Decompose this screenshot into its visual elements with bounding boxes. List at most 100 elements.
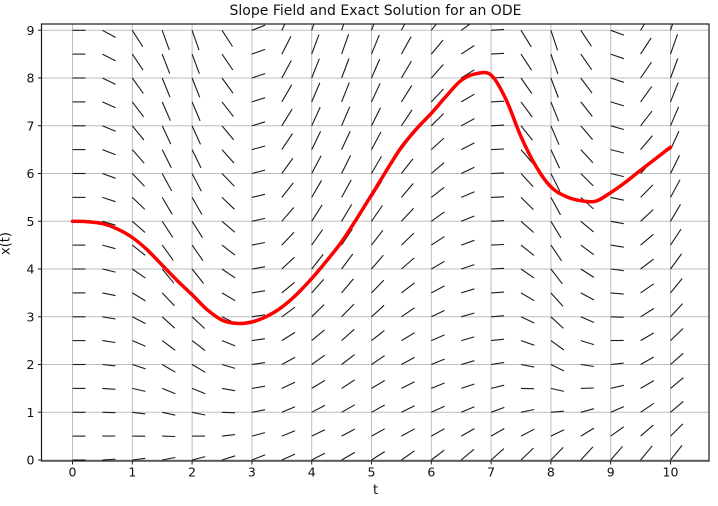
slope-segment <box>251 241 266 246</box>
slope-segment <box>191 387 206 395</box>
slope-segment <box>520 101 533 118</box>
slope-segment <box>131 173 145 187</box>
slope-segment <box>640 86 653 103</box>
slope-segment <box>580 427 595 437</box>
slope-segment <box>221 53 234 71</box>
slope-segment <box>251 432 266 437</box>
y-axis-label: x(t) <box>0 232 14 255</box>
slope-segment <box>221 220 236 233</box>
slope-segment <box>281 133 293 150</box>
slope-segment <box>610 101 625 107</box>
slope-segment <box>371 380 385 389</box>
slope-segment <box>311 254 324 270</box>
slope-segment <box>281 24 286 31</box>
x-tick-label: 6 <box>427 465 435 480</box>
slope-segment <box>311 106 321 127</box>
slope-segment <box>610 362 624 366</box>
slope-segment <box>311 329 325 342</box>
slope-segment <box>640 445 653 461</box>
slope-segment <box>520 244 535 256</box>
slope-segment <box>131 53 144 71</box>
slope-segment <box>251 193 266 198</box>
slope-segment <box>610 172 624 178</box>
x-tick-label: 7 <box>487 465 495 480</box>
slope-segment <box>460 406 475 413</box>
slope-segment <box>550 221 562 239</box>
slope-segment <box>161 77 171 98</box>
slope-segment <box>640 402 655 413</box>
slope-segment <box>311 82 321 103</box>
slope-segment <box>640 283 655 294</box>
slope-segment <box>221 101 234 117</box>
slope-segment <box>131 244 146 256</box>
slope-segment <box>371 229 384 246</box>
slope-segment <box>311 452 326 461</box>
slope-segment <box>669 106 680 127</box>
slope-segment <box>401 356 415 365</box>
slope-segment <box>281 430 296 437</box>
slope-segment <box>491 267 505 270</box>
slope-segment <box>670 204 681 222</box>
slope-segment <box>371 205 383 222</box>
x-tick-label: 8 <box>547 465 555 480</box>
slope-segment <box>520 30 532 48</box>
slope-segment <box>640 356 655 365</box>
slope-segment <box>102 292 116 297</box>
y-tick-label: 4 <box>27 262 35 277</box>
slope-segment <box>550 364 565 372</box>
slope-segment <box>431 310 445 318</box>
slope-segment <box>430 162 445 174</box>
slope-segment <box>281 356 296 365</box>
slope-segment <box>161 53 171 74</box>
slope-segment <box>161 316 176 329</box>
slope-segment <box>102 149 116 156</box>
slope-segment <box>610 445 624 461</box>
slope-segment <box>102 387 116 390</box>
slope-segment <box>460 93 475 103</box>
slope-segment <box>401 282 415 294</box>
slope-segment <box>401 232 415 246</box>
slope-segment <box>431 428 445 437</box>
slope-segment <box>281 207 295 222</box>
slope-segment <box>640 258 654 270</box>
slope-segment <box>102 125 116 132</box>
slope-segment <box>221 149 235 164</box>
slope-segment <box>281 108 293 127</box>
slope-segment <box>221 173 235 187</box>
slope-segment <box>281 84 293 103</box>
slope-segment <box>341 130 351 150</box>
slope-segment <box>520 268 535 279</box>
slope-segment <box>401 405 415 413</box>
slope-segment <box>430 24 437 31</box>
slope-segment <box>370 58 381 79</box>
slope-segment <box>191 340 206 352</box>
slope-segment <box>460 24 472 31</box>
slope-segment <box>431 285 445 294</box>
slope-segment <box>580 77 593 94</box>
slope-segment <box>251 217 266 222</box>
slope-segment <box>131 101 145 118</box>
slope-segment <box>490 428 505 437</box>
slope-segment <box>640 135 653 150</box>
slope-segment <box>161 268 175 284</box>
slope-segment <box>132 457 146 461</box>
slope-segment <box>580 316 595 324</box>
slope-segment <box>491 243 505 246</box>
slope-field-layer <box>72 24 684 461</box>
slope-segment <box>640 37 652 55</box>
slope-segment <box>281 182 294 198</box>
slope-segment <box>371 304 385 318</box>
slope-segment <box>311 24 315 31</box>
slope-segment <box>251 362 266 366</box>
slope-segment <box>430 88 444 103</box>
slope-segment <box>460 428 475 437</box>
slope-segment <box>371 107 381 127</box>
slope-segment <box>580 173 594 187</box>
slope-segment <box>132 411 146 415</box>
slope-segment <box>460 448 475 461</box>
slope-segment <box>491 124 505 127</box>
slope-segment <box>550 410 564 413</box>
slope-segment <box>460 191 475 198</box>
slope-segment <box>550 101 560 122</box>
slope-segment <box>461 264 475 270</box>
